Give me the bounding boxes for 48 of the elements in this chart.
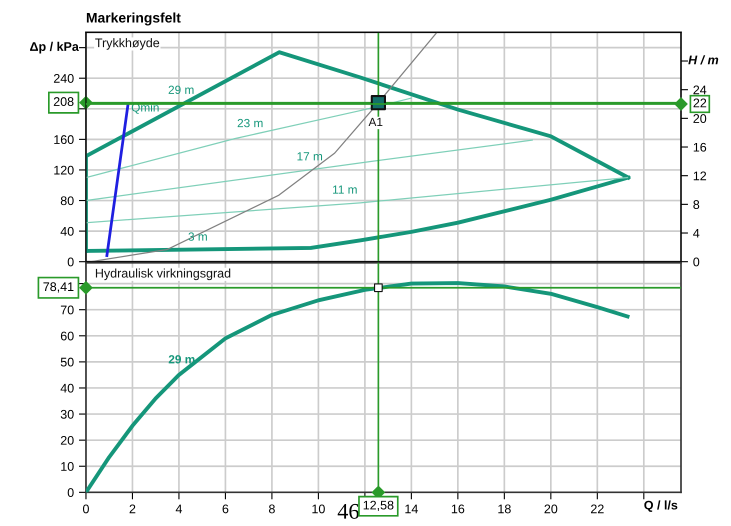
y-tick-label: 240 <box>54 74 74 83</box>
x-axis-title: Q / l/s <box>644 500 678 512</box>
y-tick-label: 70 <box>60 306 74 314</box>
annotation: 3 m <box>188 232 207 241</box>
annotation: 11 m <box>333 186 357 194</box>
annotation: Trykkhøyde <box>95 38 160 50</box>
y-tick-label: 0 <box>68 488 74 497</box>
y2-tick-label: 20 <box>693 114 706 123</box>
y-tick-label: 160 <box>54 135 74 144</box>
y2-tick-label: 12 <box>694 171 706 180</box>
y-tick-label: 0 <box>68 257 74 266</box>
y-axis-title: Δp / kPa <box>30 42 79 54</box>
x-tick-label: 6 <box>222 504 228 514</box>
y-tick-label: 40 <box>60 226 74 236</box>
x-tick-label: 16 <box>452 504 464 514</box>
y-tick-label: 60 <box>60 332 74 340</box>
x-tick-label: 10 <box>312 504 325 514</box>
x-tick-label: 8 <box>268 504 275 514</box>
y-tick-label: 40 <box>60 384 74 393</box>
annotation: 23 m <box>238 118 263 128</box>
chart-title: Markeringsfelt <box>86 12 181 26</box>
y2-tick-label: 8 <box>693 200 700 210</box>
x-tick-label: 2 <box>130 504 136 514</box>
y-tick-label: 80 <box>60 196 74 206</box>
x-tick-label: 4 <box>176 504 182 514</box>
annotation: 17 m <box>297 152 322 160</box>
ref-line-label: 208 <box>54 97 74 106</box>
ref-line-label: 22 <box>694 98 706 108</box>
ref-line-label: 78,41 <box>43 282 74 293</box>
annotation: 29 m <box>168 86 194 94</box>
y2-tick-label: 24 <box>693 85 706 94</box>
y-tick-label: 120 <box>54 166 74 175</box>
y-tick-label: 30 <box>60 410 74 419</box>
y2-tick-label: 0 <box>693 257 700 266</box>
annotation: Hydraulisk virkningsgrad <box>96 268 230 280</box>
x-tick-label: 20 <box>544 504 558 514</box>
ref-line-label: 12,58 <box>364 500 394 512</box>
annotation: A1 <box>368 118 382 126</box>
y2-tick-label: 16 <box>694 142 706 152</box>
y-tick-label: 20 <box>60 436 74 445</box>
y2-axis-title: H / m <box>688 55 718 64</box>
x-tick-label: 0 <box>82 504 89 514</box>
y2-tick-label: 4 <box>693 228 700 238</box>
y-tick-label: 50 <box>60 358 74 367</box>
x-tick-label: 18 <box>498 504 511 514</box>
x-tick-label: 22 <box>591 504 604 514</box>
x-tick-label: 14 <box>405 504 418 514</box>
y-tick-label: 10 <box>61 462 74 471</box>
